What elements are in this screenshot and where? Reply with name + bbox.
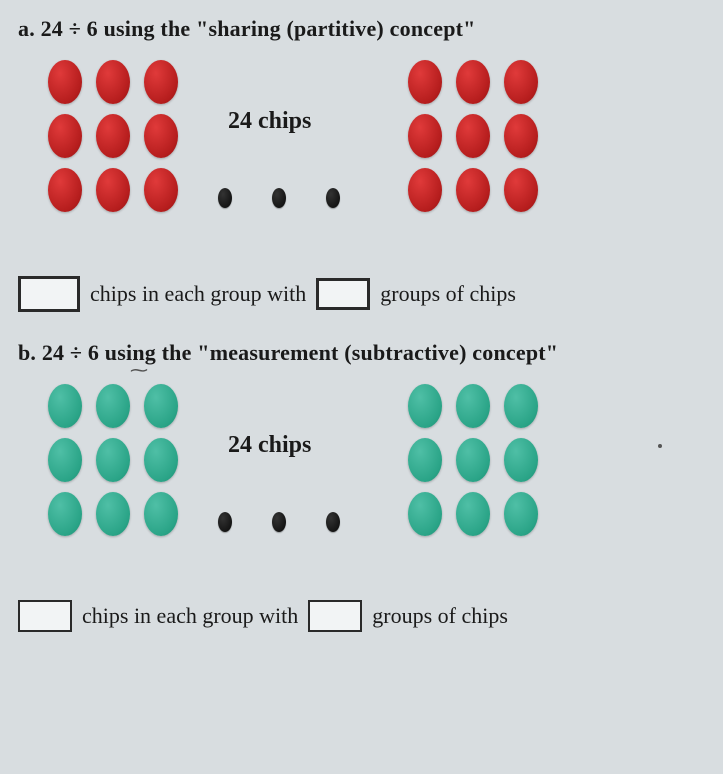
- chip-red: [408, 60, 442, 104]
- chip-red: [456, 60, 490, 104]
- chip-small: [326, 188, 340, 208]
- part-a-left-cluster: [48, 60, 178, 222]
- part-b-small-dots: [218, 512, 340, 542]
- part-b-right-cluster: [408, 384, 538, 546]
- chip-teal: [408, 438, 442, 482]
- chip-teal: [48, 384, 82, 428]
- chip-teal: [504, 492, 538, 536]
- chip-small: [272, 188, 286, 208]
- worksheet-page: a. 24 ÷ 6 using the "sharing (partitive)…: [0, 0, 723, 774]
- part-a-prompt: a. 24 ÷ 6 using the "sharing (partitive)…: [18, 16, 705, 42]
- part-a-input-2[interactable]: [316, 278, 370, 310]
- chip-red: [408, 168, 442, 212]
- chip-red: [456, 168, 490, 212]
- part-a-right-cluster: [408, 60, 538, 222]
- part-b-chips-area: 24 chips: [18, 384, 705, 594]
- part-b-answer-text-1: chips in each group with: [82, 603, 298, 629]
- chip-teal: [144, 384, 178, 428]
- chip-teal: [408, 492, 442, 536]
- chip-red: [96, 114, 130, 158]
- chip-teal: [456, 384, 490, 428]
- chip-red: [504, 114, 538, 158]
- chip-red: [48, 114, 82, 158]
- chip-red: [48, 168, 82, 212]
- chip-small: [272, 512, 286, 532]
- part-b-answer-text-2: groups of chips: [372, 603, 508, 629]
- part-b-prompt: b. 24 ÷ 6 using the "measurement (subtra…: [18, 340, 705, 366]
- chip-teal: [456, 492, 490, 536]
- chip-teal: [48, 438, 82, 482]
- part-a-center-label: 24 chips: [228, 108, 311, 135]
- chip-teal: [96, 492, 130, 536]
- chip-red: [456, 114, 490, 158]
- part-b-answer-line: chips in each group with groups of chips: [18, 600, 705, 632]
- chip-small: [218, 512, 232, 532]
- chip-red: [408, 114, 442, 158]
- chip-teal: [96, 384, 130, 428]
- chip-teal: [144, 438, 178, 482]
- chip-small: [218, 188, 232, 208]
- part-a-chips-area: 24 chips: [18, 60, 705, 270]
- stray-speck-icon: [658, 444, 662, 448]
- part-a-small-dots: [218, 188, 340, 218]
- chip-red: [504, 60, 538, 104]
- chip-teal: [456, 438, 490, 482]
- chip-teal: [504, 438, 538, 482]
- stray-mark-icon: ⁓: [130, 360, 148, 381]
- chip-red: [504, 168, 538, 212]
- part-a-answer-text-1: chips in each group with: [90, 281, 306, 307]
- part-b-input-1[interactable]: [18, 600, 72, 632]
- part-a-answer-line: chips in each group with groups of chips: [18, 276, 705, 312]
- chip-teal: [96, 438, 130, 482]
- part-b-input-2[interactable]: [308, 600, 362, 632]
- chip-red: [48, 60, 82, 104]
- chip-teal: [504, 384, 538, 428]
- chip-red: [144, 168, 178, 212]
- part-a-answer-text-2: groups of chips: [380, 281, 516, 307]
- part-a-input-1[interactable]: [18, 276, 80, 312]
- chip-small: [326, 512, 340, 532]
- chip-teal: [48, 492, 82, 536]
- chip-teal: [144, 492, 178, 536]
- chip-red: [144, 60, 178, 104]
- chip-red: [96, 60, 130, 104]
- chip-teal: [408, 384, 442, 428]
- part-b-left-cluster: [48, 384, 178, 546]
- part-b-center-label: 24 chips: [228, 432, 311, 459]
- chip-red: [96, 168, 130, 212]
- chip-red: [144, 114, 178, 158]
